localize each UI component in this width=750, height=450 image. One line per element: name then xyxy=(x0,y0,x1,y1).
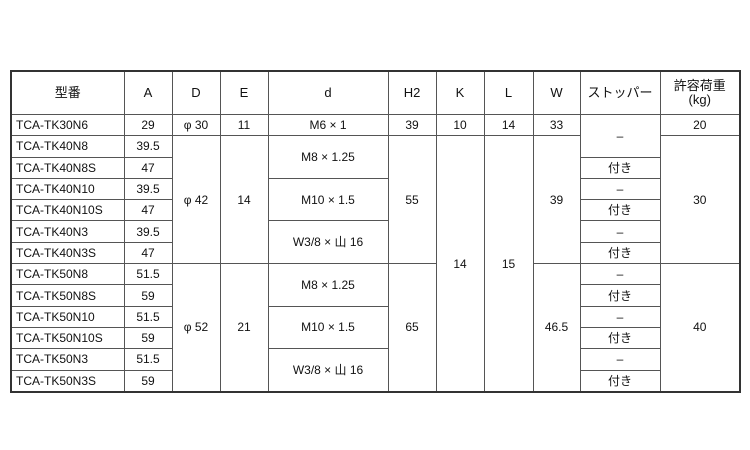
stopper-cell: – xyxy=(579,305,661,328)
stopper-cell: 付き xyxy=(579,369,661,393)
stopper-cell: 付き xyxy=(579,199,661,222)
header-stopper: ストッパー xyxy=(579,70,661,115)
header-h2: H2 xyxy=(387,70,437,115)
load-cell: 20 xyxy=(659,113,741,137)
w-cell: 39 xyxy=(532,135,581,265)
stopper-cell: – xyxy=(579,114,661,158)
a-cell: 47 xyxy=(123,156,173,179)
d-upper-cell: φ 42 xyxy=(171,135,221,265)
w-cell: 33 xyxy=(532,113,581,137)
model-cell: TCA-TK40N10S xyxy=(10,199,125,222)
d-lower-cell: M8 × 1.25 xyxy=(267,135,389,179)
model-cell: TCA-TK40N8S xyxy=(10,156,125,179)
spec-table: 型番 A D E d H2 K L W ストッパー 許容荷重 (kg) TCA-T… xyxy=(10,70,741,393)
stopper-cell: – xyxy=(579,177,661,201)
header-load-unit: (kg) xyxy=(688,92,711,107)
w-cell: 46.5 xyxy=(532,263,581,393)
a-cell: 59 xyxy=(123,369,173,393)
e-cell: 11 xyxy=(219,113,269,137)
load-cell: 40 xyxy=(659,263,741,393)
a-cell: 51.5 xyxy=(123,305,173,328)
header-a: A xyxy=(123,70,173,115)
table-row: TCA-TK40N8S 47 付き xyxy=(10,156,740,179)
model-cell: TCA-TK40N3 xyxy=(10,220,125,243)
header-load-label: 許容荷重 xyxy=(673,78,726,93)
model-cell: TCA-TK50N3 xyxy=(10,348,125,371)
load-cell: 30 xyxy=(659,135,741,265)
table-row: TCA-TK50N10 51.5 M10 × 1.5 – xyxy=(10,305,740,350)
model-cell: TCA-TK30N6 xyxy=(10,113,125,137)
a-cell: 47 xyxy=(123,241,173,265)
a-cell: 39.5 xyxy=(123,220,173,243)
header-model: 型番 xyxy=(10,70,125,115)
model-cell: TCA-TK40N8 xyxy=(10,135,125,158)
a-cell: 29 xyxy=(123,113,173,137)
model-cell: TCA-TK50N3S xyxy=(10,369,125,393)
header-l: L xyxy=(483,70,534,115)
a-cell: 39.5 xyxy=(123,177,173,201)
stopper-cell: – xyxy=(579,220,661,243)
model-cell: TCA-TK50N10 xyxy=(10,305,125,328)
table-row: TCA-TK40N10S 47 付き xyxy=(10,199,740,222)
table-row: TCA-TK40N8 39.5 φ 42 14 M8 × 1.25 55 14 … xyxy=(10,135,741,393)
model-cell: TCA-TK50N8S xyxy=(10,284,125,307)
table-row: TCA-TK40N10 39.5 M10 × 1.5 – xyxy=(10,177,740,222)
header-e: E xyxy=(219,70,269,115)
header-row: 型番 A D E d H2 K L W ストッパー 許容荷重 (kg) xyxy=(10,70,741,115)
k-cell: 14 xyxy=(435,135,485,393)
table-row: TCA-TK40N3 39.5 W3/8 × 山 16 – xyxy=(10,220,740,265)
d-lower-cell: M10 × 1.5 xyxy=(267,177,389,222)
h2-cell: 65 xyxy=(387,263,437,393)
d-upper-cell: φ 30 xyxy=(171,113,221,137)
stopper-cell: 付き xyxy=(579,156,661,179)
table-row: TCA-TK50N8 51.5 φ 52 21 M8 × 1.25 65 46.… xyxy=(10,263,741,393)
l-cell: 14 xyxy=(483,113,534,137)
k-cell: 10 xyxy=(435,113,485,137)
d-upper-cell: φ 52 xyxy=(171,263,221,393)
stopper-cell: – xyxy=(579,263,661,286)
model-cell: TCA-TK40N10 xyxy=(10,177,125,201)
a-cell: 47 xyxy=(123,199,173,222)
a-cell: 39.5 xyxy=(123,135,173,158)
e-cell: 14 xyxy=(219,135,269,265)
d-lower-cell: M6 × 1 xyxy=(267,113,389,137)
model-cell: TCA-TK50N8 xyxy=(10,263,125,286)
d-lower-cell: W3/8 × 山 16 xyxy=(267,220,389,265)
a-cell: 59 xyxy=(123,326,173,350)
table-row: TCA-TK50N3S 59 付き xyxy=(10,369,740,393)
stopper-cell: 付き xyxy=(579,241,661,265)
a-cell: 51.5 xyxy=(123,263,173,286)
d-lower-cell: W3/8 × 山 16 xyxy=(267,348,389,393)
l-cell: 15 xyxy=(483,135,534,393)
table-row: TCA-TK40N3S 47 付き xyxy=(10,241,740,265)
d-lower-cell: M10 × 1.5 xyxy=(267,305,389,350)
model-cell: TCA-TK50N10S xyxy=(10,326,125,350)
a-cell: 59 xyxy=(123,284,173,307)
header-w: W xyxy=(532,70,581,115)
d-lower-cell: M8 × 1.25 xyxy=(267,263,389,307)
h2-cell: 55 xyxy=(387,135,437,265)
header-load: 許容荷重 (kg) xyxy=(659,70,741,115)
table-row: TCA-TK30N6 29 φ 30 11 M6 × 1 39 10 14 33… xyxy=(10,113,741,158)
a-cell: 51.5 xyxy=(123,348,173,371)
header-k: K xyxy=(435,70,485,115)
h2-cell: 39 xyxy=(387,113,437,137)
stopper-cell: – xyxy=(579,348,661,371)
model-cell: TCA-TK40N3S xyxy=(10,241,125,265)
stopper-cell: 付き xyxy=(579,326,661,350)
table-row: TCA-TK50N3 51.5 W3/8 × 山 16 – xyxy=(10,348,740,393)
header-d-lower: d xyxy=(267,70,389,115)
e-cell: 21 xyxy=(219,263,269,393)
stopper-cell: 付き xyxy=(579,284,661,307)
header-d-upper: D xyxy=(171,70,221,115)
